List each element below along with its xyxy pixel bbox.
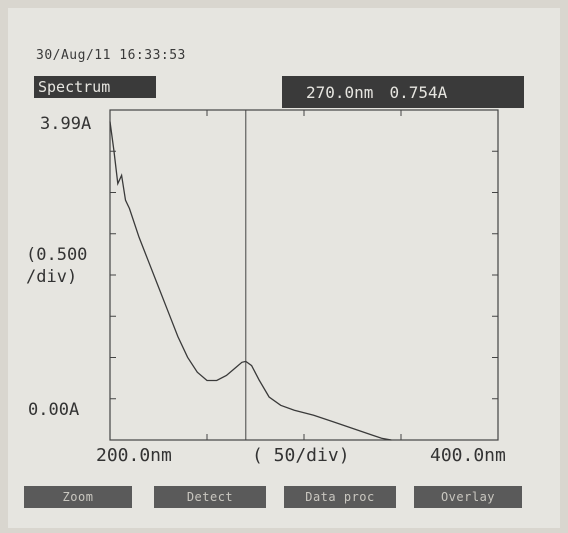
cursor-wavelength: 270.0nm: [306, 82, 374, 102]
softkey-detect[interactable]: Detect: [154, 486, 266, 508]
cursor-absorbance: 0.754A: [389, 82, 448, 102]
plot-frame: [109, 109, 499, 441]
spectrum-line: [109, 121, 392, 441]
cursor-readout: 270.0nm 0.754A: [282, 76, 524, 108]
x-max-label: 400.0nm: [430, 445, 506, 466]
x-scale-label: ( 50/div): [252, 445, 350, 466]
y-scale-line-2: /div): [26, 267, 78, 287]
y-min-label: 0.00A: [28, 400, 80, 420]
mode-title: Spectrum: [34, 76, 156, 98]
timestamp: 30/Aug/11 16:33:53: [36, 48, 186, 63]
x-min-label: 200.0nm: [96, 445, 172, 466]
softkey-zoom[interactable]: Zoom: [24, 486, 132, 508]
y-max-label: 3.99A: [40, 114, 92, 134]
softkey-data-proc[interactable]: Data proc: [284, 486, 396, 508]
softkey-overlay[interactable]: Overlay: [414, 486, 522, 508]
y-scale-line-1: (0.500: [26, 245, 88, 265]
y-scale-label: (0.500 /div): [26, 244, 87, 288]
mode-title-text: Spectrum: [38, 78, 111, 96]
